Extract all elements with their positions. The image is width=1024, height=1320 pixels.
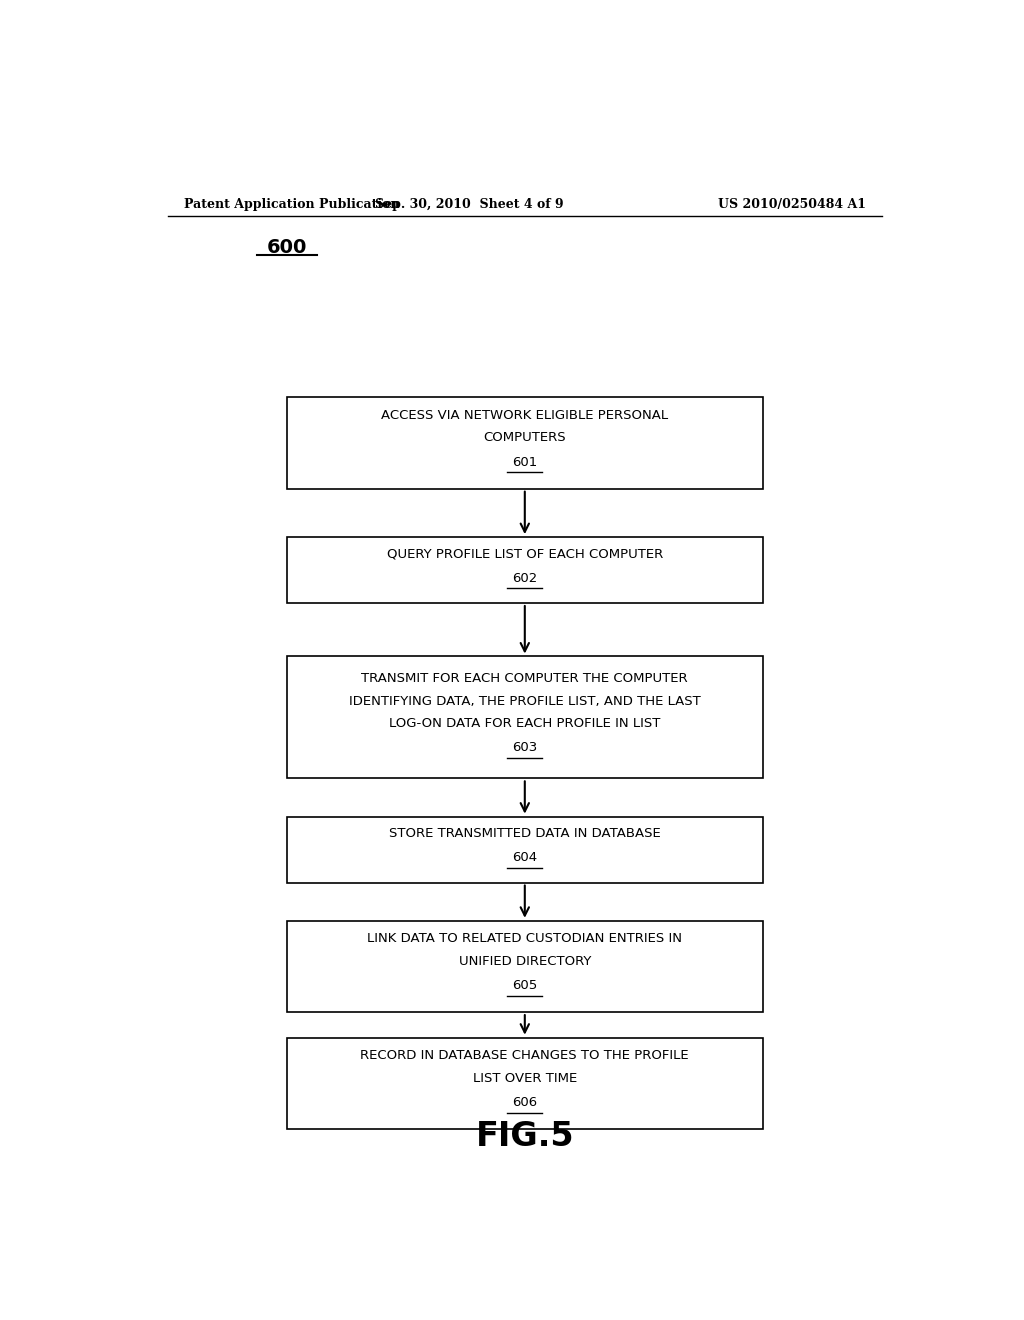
Text: LINK DATA TO RELATED CUSTODIAN ENTRIES IN: LINK DATA TO RELATED CUSTODIAN ENTRIES I… xyxy=(368,932,682,945)
Text: LIST OVER TIME: LIST OVER TIME xyxy=(473,1072,577,1085)
Text: IDENTIFYING DATA, THE PROFILE LIST, AND THE LAST: IDENTIFYING DATA, THE PROFILE LIST, AND … xyxy=(349,694,700,708)
Text: 601: 601 xyxy=(512,455,538,469)
Bar xyxy=(287,921,763,1012)
Text: ACCESS VIA NETWORK ELIGIBLE PERSONAL: ACCESS VIA NETWORK ELIGIBLE PERSONAL xyxy=(381,409,669,422)
Text: RECORD IN DATABASE CHANGES TO THE PROFILE: RECORD IN DATABASE CHANGES TO THE PROFIL… xyxy=(360,1049,689,1063)
Text: US 2010/0250484 A1: US 2010/0250484 A1 xyxy=(718,198,866,211)
Text: FIG.5: FIG.5 xyxy=(475,1119,574,1152)
Text: STORE TRANSMITTED DATA IN DATABASE: STORE TRANSMITTED DATA IN DATABASE xyxy=(389,826,660,840)
Text: Sep. 30, 2010  Sheet 4 of 9: Sep. 30, 2010 Sheet 4 of 9 xyxy=(375,198,563,211)
Bar xyxy=(287,817,763,883)
Text: 602: 602 xyxy=(512,572,538,585)
Text: UNIFIED DIRECTORY: UNIFIED DIRECTORY xyxy=(459,954,591,968)
Text: COMPUTERS: COMPUTERS xyxy=(483,432,566,445)
Text: QUERY PROFILE LIST OF EACH COMPUTER: QUERY PROFILE LIST OF EACH COMPUTER xyxy=(387,548,663,560)
Text: Patent Application Publication: Patent Application Publication xyxy=(183,198,399,211)
Text: 606: 606 xyxy=(512,1096,538,1109)
Text: 603: 603 xyxy=(512,742,538,755)
Text: 604: 604 xyxy=(512,851,538,865)
Text: 600: 600 xyxy=(266,239,307,257)
Bar xyxy=(287,656,763,779)
Text: 605: 605 xyxy=(512,979,538,993)
Bar xyxy=(287,397,763,488)
Bar xyxy=(287,537,763,603)
Bar xyxy=(287,1038,763,1129)
Text: LOG-ON DATA FOR EACH PROFILE IN LIST: LOG-ON DATA FOR EACH PROFILE IN LIST xyxy=(389,717,660,730)
Text: TRANSMIT FOR EACH COMPUTER THE COMPUTER: TRANSMIT FOR EACH COMPUTER THE COMPUTER xyxy=(361,672,688,685)
